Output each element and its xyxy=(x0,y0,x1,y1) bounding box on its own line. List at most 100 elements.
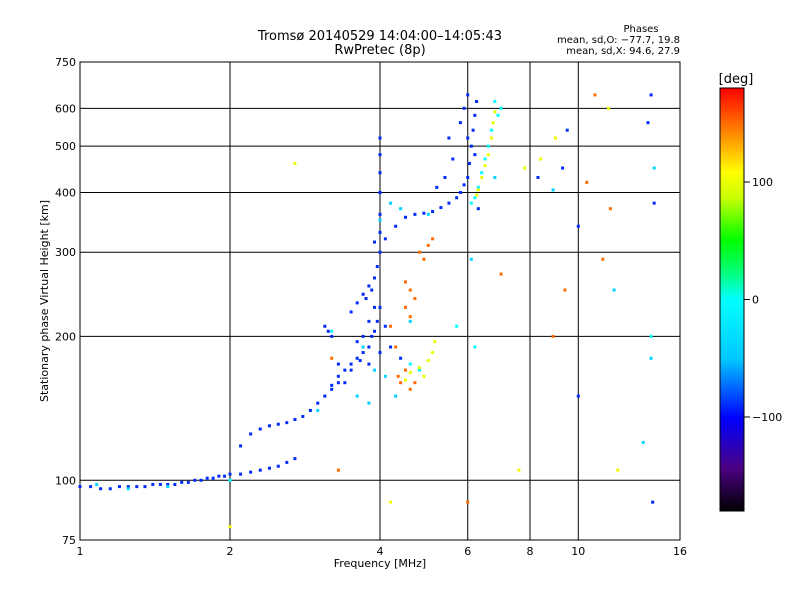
colorbar-label: [deg] xyxy=(719,72,754,87)
data-point xyxy=(475,100,479,104)
data-point xyxy=(301,414,305,418)
colorbar-ticks: 100 0 −100 xyxy=(744,176,782,424)
data-point xyxy=(466,93,470,97)
data-point xyxy=(490,128,494,132)
data-point xyxy=(293,161,297,165)
data-point xyxy=(433,340,437,344)
data-point xyxy=(323,394,327,398)
data-point xyxy=(422,211,426,215)
data-point xyxy=(651,500,655,504)
data-point xyxy=(228,525,232,529)
data-point xyxy=(308,408,312,412)
data-point xyxy=(364,297,368,301)
data-point xyxy=(186,480,190,484)
data-point xyxy=(523,166,527,170)
data-point xyxy=(205,476,209,480)
data-point xyxy=(471,128,475,132)
data-point xyxy=(475,193,479,197)
data-point xyxy=(373,276,377,280)
data-point xyxy=(553,136,557,140)
data-point xyxy=(403,368,407,372)
data-point xyxy=(399,381,403,385)
data-point xyxy=(426,212,430,216)
data-point xyxy=(336,374,340,378)
y-tick-label: 600 xyxy=(55,102,76,115)
data-point xyxy=(431,210,435,214)
data-point xyxy=(476,207,480,211)
data-point xyxy=(447,201,451,205)
data-point xyxy=(431,351,435,355)
data-point xyxy=(166,482,170,486)
data-point xyxy=(316,408,320,412)
phases-o-stats: mean, sd,O: −77.7, 19.8 xyxy=(557,35,680,46)
data-point xyxy=(151,482,155,486)
data-point xyxy=(608,207,612,211)
data-point xyxy=(435,185,439,189)
data-point xyxy=(361,292,365,296)
data-point xyxy=(585,180,589,184)
data-point xyxy=(443,175,447,179)
data-point xyxy=(199,478,203,482)
data-point xyxy=(607,106,611,110)
data-point xyxy=(408,371,412,375)
data-point xyxy=(126,485,130,489)
data-point xyxy=(330,334,334,338)
data-point xyxy=(462,183,466,187)
data-point xyxy=(413,381,417,385)
data-point xyxy=(486,144,490,148)
data-point xyxy=(536,175,540,179)
data-point xyxy=(417,250,421,254)
data-point xyxy=(166,485,170,489)
data-point xyxy=(330,387,334,391)
data-point xyxy=(383,237,387,241)
data-point xyxy=(649,93,653,97)
data-point xyxy=(361,351,365,355)
data-point xyxy=(249,470,253,474)
data-point xyxy=(413,297,417,301)
data-point xyxy=(375,319,379,323)
data-point xyxy=(378,212,382,216)
data-point xyxy=(551,188,555,192)
y-tick-label: 300 xyxy=(55,246,76,259)
data-point xyxy=(143,485,147,489)
data-point xyxy=(373,305,377,309)
data-point xyxy=(239,472,243,476)
data-point xyxy=(383,374,387,378)
data-point xyxy=(330,356,334,360)
data-point xyxy=(466,175,470,179)
data-point xyxy=(593,93,597,97)
colorbar-tick-label: −100 xyxy=(752,411,782,424)
data-point xyxy=(408,362,412,366)
data-point xyxy=(285,460,289,464)
data-point xyxy=(326,329,330,333)
data-point xyxy=(396,374,400,378)
chart-subtitle: RwPretec (8p) xyxy=(334,43,425,58)
data-point xyxy=(469,144,473,148)
data-point xyxy=(367,284,371,288)
data-point xyxy=(180,480,184,484)
data-point xyxy=(408,387,412,391)
data-point xyxy=(493,100,497,104)
data-point xyxy=(616,468,620,472)
x-tick-label: 6 xyxy=(464,545,471,558)
phases-x-stats: mean, sd,X: 94.6, 27.9 xyxy=(566,46,680,57)
grid xyxy=(80,62,680,540)
data-point xyxy=(399,207,403,211)
data-point xyxy=(565,128,569,132)
data-point xyxy=(158,482,162,486)
data-point xyxy=(491,121,495,125)
data-point xyxy=(469,257,473,261)
data-point xyxy=(267,466,271,470)
data-point xyxy=(490,136,494,140)
data-point xyxy=(486,153,490,157)
data-point xyxy=(612,288,616,292)
data-point xyxy=(458,190,462,194)
data-point xyxy=(323,324,327,328)
data-point xyxy=(336,362,340,366)
data-point xyxy=(473,196,477,200)
data-point xyxy=(249,432,253,436)
data-point xyxy=(462,106,466,110)
y-tick-label: 750 xyxy=(55,56,76,69)
data-point xyxy=(78,485,82,489)
